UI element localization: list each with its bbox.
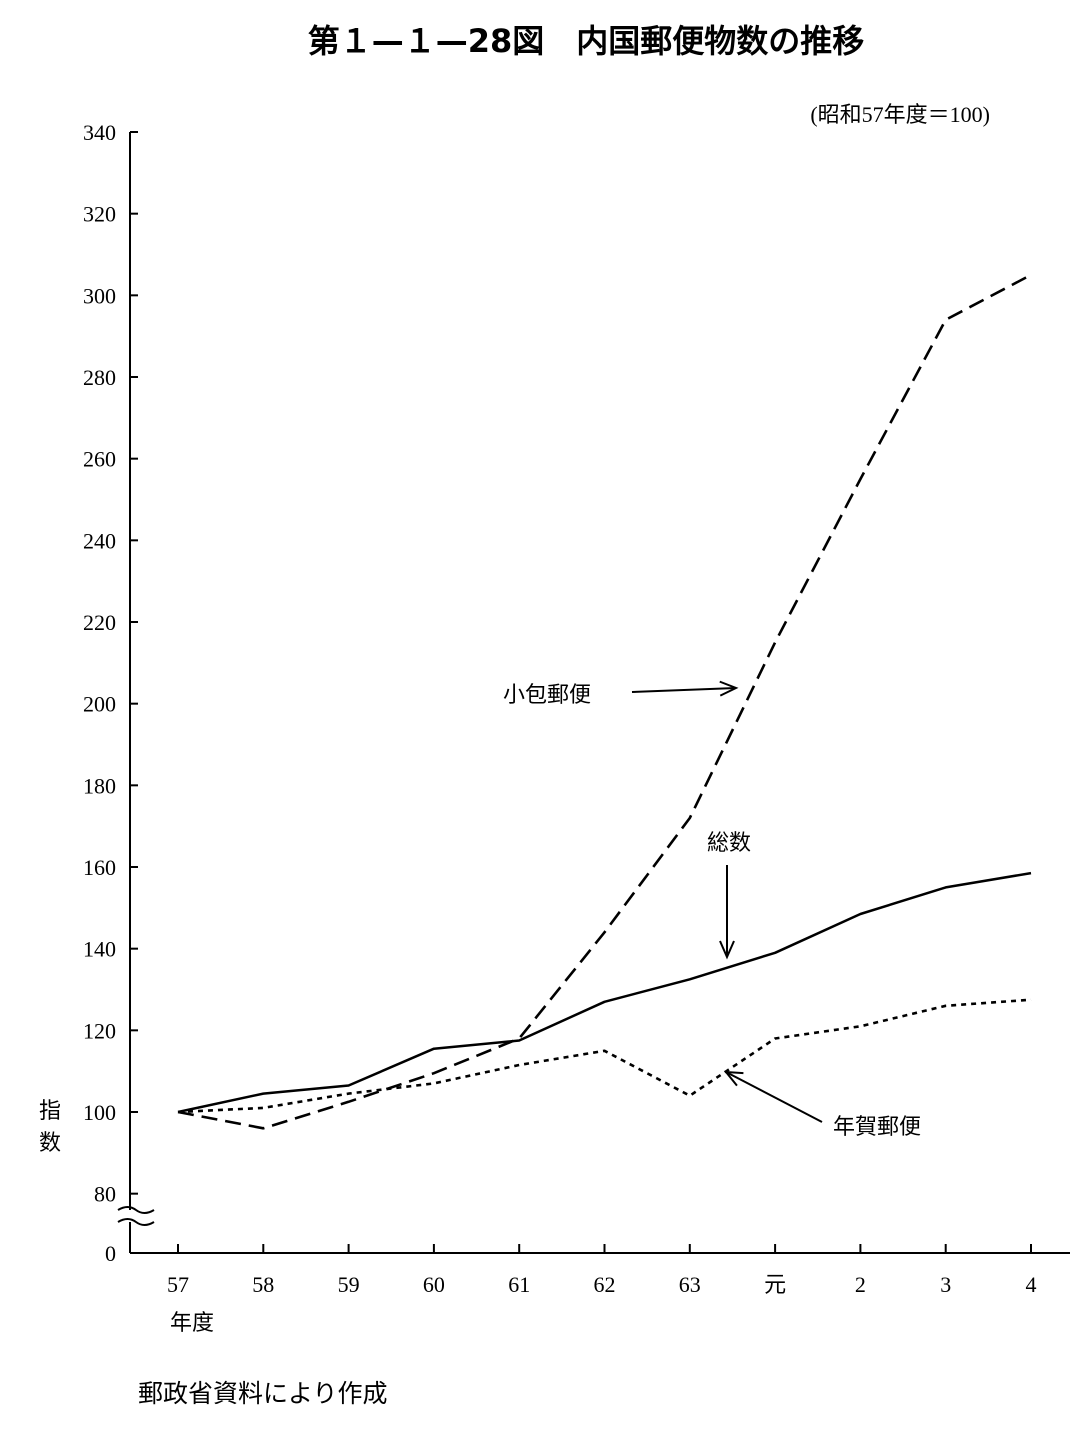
y-tick-label: 240 [83, 528, 116, 553]
chart-subtitle: (昭和57年度＝100) [810, 102, 990, 127]
y-tick-label: 100 [83, 1100, 116, 1125]
x-tick-label: 59 [338, 1272, 360, 1297]
annotation-parcel: 小包郵便 [503, 683, 591, 708]
y-axis-label-char-2: 数 [39, 1131, 61, 1156]
series-lines [177, 273, 1032, 1130]
y-tick-label: 140 [83, 937, 116, 962]
x-tick-label: 61 [508, 1272, 530, 1297]
x-tick-label: 63 [679, 1272, 701, 1297]
y-tick-label: 220 [83, 610, 116, 635]
x-tick-label: 2 [855, 1272, 866, 1297]
y-tick-label: 300 [83, 283, 116, 308]
axis-break-mark [117, 1206, 155, 1226]
y-tick-label: 320 [83, 202, 116, 227]
annotation-parcel-arrow-shaft [631, 687, 737, 693]
y-tick-label: 340 [83, 120, 116, 145]
annotation-newyear: 年賀郵便 [833, 1115, 921, 1140]
annotation-total-arrow-head [719, 940, 735, 960]
series-line-小包郵便 [177, 273, 1032, 1130]
annotation-newyear-arrow-head [723, 1070, 744, 1087]
y-tick-label: 280 [83, 365, 116, 390]
y-tick-label: 0 [105, 1241, 116, 1266]
x-tick-label: 60 [423, 1272, 445, 1297]
x-tick-label: 62 [594, 1272, 616, 1297]
series-line-総数 [177, 871, 1032, 1114]
annotation-parcel-arrow-head [719, 680, 739, 697]
y-tick-label: 180 [83, 773, 116, 798]
x-tick-label: 元 [764, 1272, 786, 1297]
annotation-total: 総数 [707, 831, 751, 856]
x-tick-label: 3 [940, 1272, 951, 1297]
y-tick-label: 160 [83, 855, 116, 880]
y-tick-label: 260 [83, 447, 116, 472]
annotation-newyear-arrow-shaft [725, 1071, 823, 1123]
x-tick-label: 58 [252, 1272, 274, 1297]
x-axis-ticks: 57 58 59 60 61 62 63 元 2 3 4 [167, 1244, 1037, 1297]
y-axis-label-char-1: 指 [39, 1099, 61, 1124]
y-tick-label: 80 [94, 1182, 116, 1207]
y-axis-label: 指 数 [39, 1099, 61, 1156]
chart-title: 第１—１—28図 内国郵便物数の推移 [308, 22, 865, 60]
y-tick-label: 120 [83, 1018, 116, 1043]
source-note: 郵政省資料により作成 [138, 1379, 388, 1408]
series-line-年賀郵便 [177, 998, 1032, 1114]
y-axis-ticks: 0 80 100 120 140 160 180 200 220 240 260 280 300 320 3… [83, 120, 138, 1266]
x-axis-label: 年度 [170, 1311, 214, 1336]
x-tick-label: 57 [167, 1272, 189, 1297]
y-tick-label: 200 [83, 692, 116, 717]
x-tick-label: 4 [1026, 1272, 1037, 1297]
